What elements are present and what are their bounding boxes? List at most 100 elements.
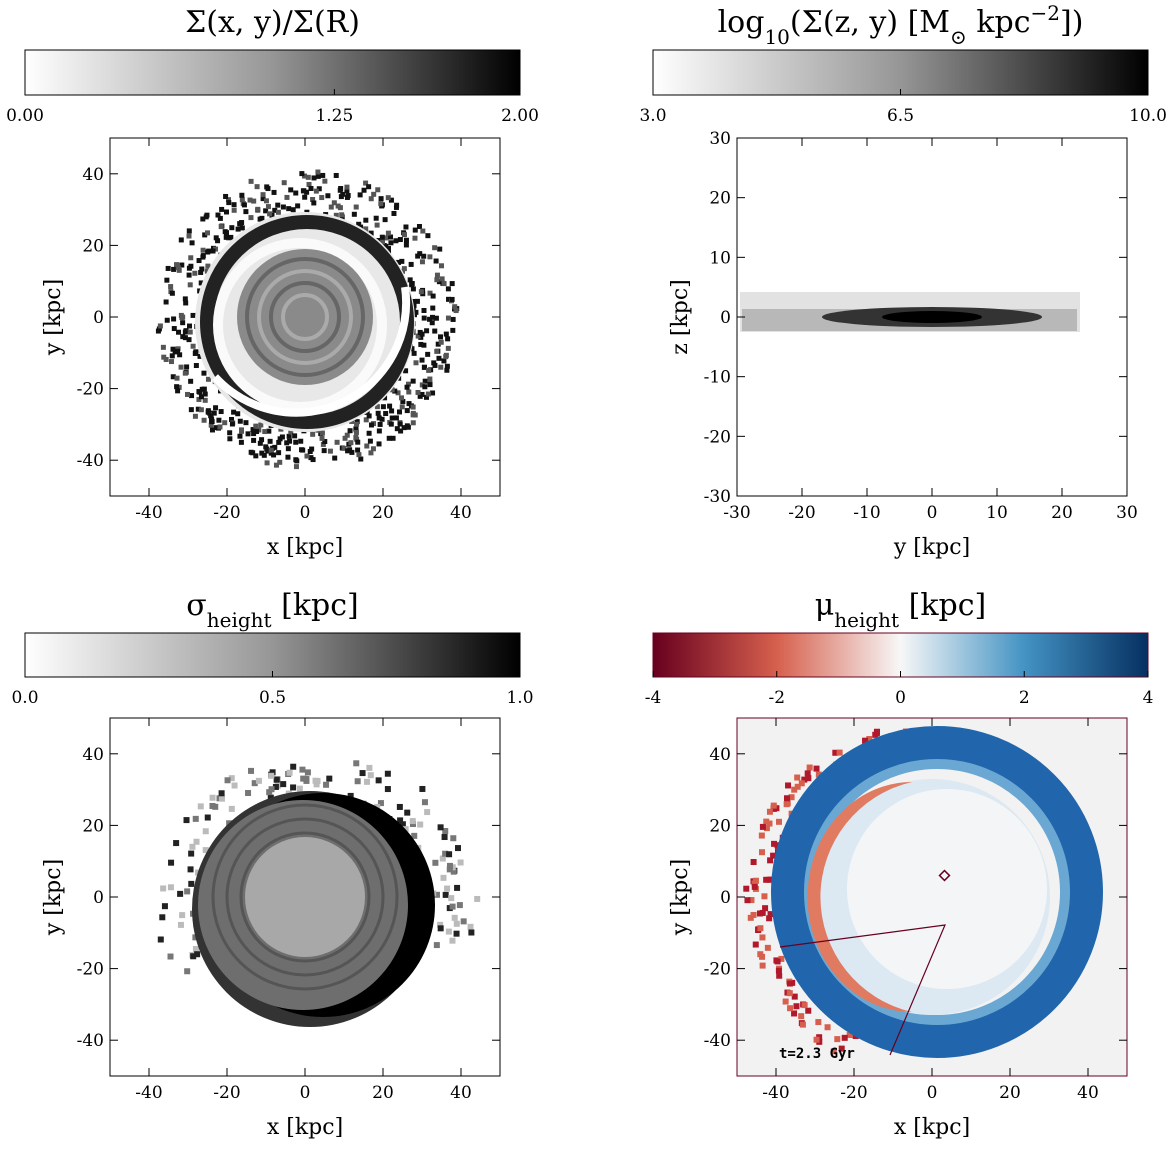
pixel xyxy=(421,307,427,313)
pixel xyxy=(251,431,257,437)
y-tick-label: -40 xyxy=(77,451,104,471)
pixel xyxy=(385,246,391,252)
x-axis-label: x [kpc] xyxy=(894,1115,970,1140)
pixel xyxy=(296,785,303,792)
x-tick-label: -40 xyxy=(762,1083,789,1103)
pixel xyxy=(319,430,325,436)
pixel xyxy=(417,251,423,257)
y-tick-label: 40 xyxy=(82,165,104,185)
pixel xyxy=(866,736,873,743)
colorbar-tick-label: 6.5 xyxy=(887,106,914,126)
pixel xyxy=(409,346,415,352)
pixel xyxy=(453,920,460,927)
pixel xyxy=(783,795,790,802)
pixel xyxy=(404,384,410,390)
pixel xyxy=(302,173,308,179)
heatmap-image xyxy=(740,292,1080,332)
colorbar-title: σheight [kpc] xyxy=(186,588,358,632)
pixel xyxy=(415,333,421,339)
pixel xyxy=(344,188,350,194)
pixel xyxy=(349,449,355,455)
pixel xyxy=(375,777,382,784)
pixel xyxy=(192,270,198,276)
pixel xyxy=(426,367,432,373)
pixel xyxy=(308,185,314,191)
title-part: ]) xyxy=(1060,5,1083,40)
x-tick-label: 30 xyxy=(1116,503,1138,523)
pixel xyxy=(192,413,198,419)
pixel xyxy=(377,800,384,807)
pixel xyxy=(419,357,425,363)
pixel xyxy=(285,446,291,452)
pixel xyxy=(267,211,273,217)
pixel xyxy=(766,915,773,922)
pixel xyxy=(445,928,452,935)
pixel xyxy=(248,178,254,184)
pixel xyxy=(247,197,253,203)
pixel xyxy=(171,326,177,332)
pixel xyxy=(239,192,245,198)
pixel xyxy=(319,195,325,201)
pixel xyxy=(841,1034,848,1041)
pixel xyxy=(235,226,241,232)
pixel xyxy=(354,778,361,785)
pixel xyxy=(208,422,214,428)
pixel xyxy=(439,276,445,282)
pixel xyxy=(177,921,184,928)
pixel xyxy=(767,911,774,918)
pixel xyxy=(348,440,354,446)
pixel xyxy=(442,850,449,857)
pixel xyxy=(184,888,191,895)
pixel xyxy=(367,438,373,444)
pixel xyxy=(216,417,222,423)
y-tick-label: -10 xyxy=(704,368,731,388)
pixel xyxy=(377,421,383,427)
pixel xyxy=(401,266,407,272)
pixel xyxy=(421,342,427,348)
pixel xyxy=(397,237,403,243)
pixel xyxy=(180,314,186,320)
pixel xyxy=(444,885,451,892)
x-axis-label: x [kpc] xyxy=(267,1115,343,1140)
pixel xyxy=(209,802,216,809)
pixel xyxy=(403,237,409,243)
pixel xyxy=(774,958,781,965)
x-tick-label: 20 xyxy=(372,503,394,523)
pixel xyxy=(248,767,255,774)
pixel xyxy=(164,317,170,323)
pixel xyxy=(417,393,423,399)
pixel xyxy=(255,206,261,212)
pixel xyxy=(245,789,252,796)
pixel xyxy=(260,192,266,198)
pixel xyxy=(227,436,233,442)
pixel xyxy=(411,832,418,839)
x-tick-label: 0 xyxy=(300,503,311,523)
pixel xyxy=(357,192,363,198)
pixel xyxy=(175,265,181,271)
pixel xyxy=(263,208,269,214)
pixel xyxy=(268,786,275,793)
pixel xyxy=(437,246,443,252)
pixel xyxy=(243,209,249,215)
annotation: t=2.3 Gyr xyxy=(779,1046,855,1062)
pixel xyxy=(813,1036,820,1043)
pixel xyxy=(304,453,310,459)
pixel xyxy=(846,1031,853,1038)
pixel xyxy=(759,934,766,941)
pixel xyxy=(379,416,385,422)
pixel xyxy=(188,378,194,384)
pixel xyxy=(226,200,232,206)
pixel xyxy=(290,207,296,213)
pixel xyxy=(299,766,306,773)
pixel xyxy=(419,382,425,388)
pixel xyxy=(177,352,183,358)
pixel xyxy=(354,419,360,425)
x-tick-label: 20 xyxy=(1051,503,1073,523)
pixel xyxy=(363,180,369,186)
panel: σheight [kpc] 0.0 0.5 1.0 -40 -20 0 20 40 -40 -20 0… xyxy=(11,588,533,1140)
pixel xyxy=(268,772,275,779)
pixel xyxy=(468,929,475,936)
pixel xyxy=(770,802,777,809)
pixel xyxy=(259,437,265,443)
